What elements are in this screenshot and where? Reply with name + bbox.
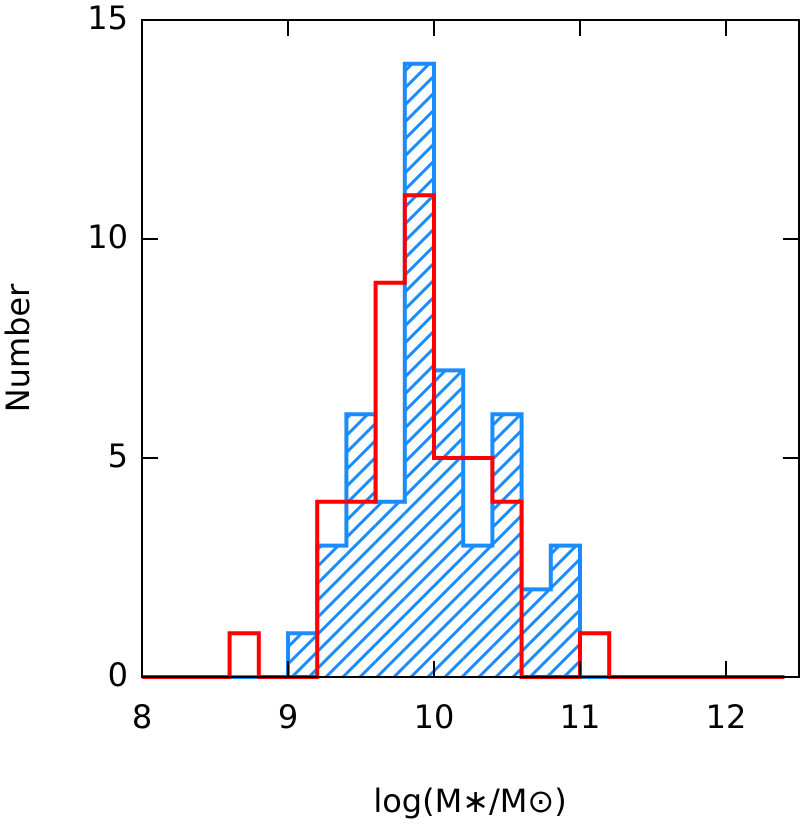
bar xyxy=(434,370,464,677)
x-tick-label: 9 xyxy=(278,698,298,736)
bar xyxy=(346,414,376,677)
bar xyxy=(580,633,609,677)
y-axis-label: Number xyxy=(0,283,37,412)
bar xyxy=(376,283,405,677)
y-tick-label: 15 xyxy=(87,0,128,37)
bar xyxy=(463,545,493,677)
bar xyxy=(404,63,434,678)
x-tick-label: 10 xyxy=(414,698,455,736)
bar xyxy=(492,502,521,677)
bar xyxy=(317,545,347,677)
bar xyxy=(434,458,463,677)
bar xyxy=(521,589,551,677)
bar xyxy=(317,502,346,677)
plot-frame xyxy=(141,19,800,678)
y-tick-label: 10 xyxy=(87,218,128,256)
bar xyxy=(230,633,259,677)
bar xyxy=(550,545,580,677)
bar xyxy=(288,633,318,677)
x-tick-label: 11 xyxy=(560,698,601,736)
plot-area xyxy=(142,61,785,679)
x-tick-label: 8 xyxy=(132,698,152,736)
bar xyxy=(346,502,375,677)
bar xyxy=(375,501,405,677)
x-tick-label: 12 xyxy=(706,698,747,736)
bar xyxy=(405,195,434,677)
y-tick-label: 5 xyxy=(108,437,128,475)
y-tick-label: 0 xyxy=(108,656,128,694)
bar xyxy=(492,414,522,677)
bar xyxy=(463,458,492,677)
x-axis-label: log(M∗/M⊙) xyxy=(373,782,566,820)
